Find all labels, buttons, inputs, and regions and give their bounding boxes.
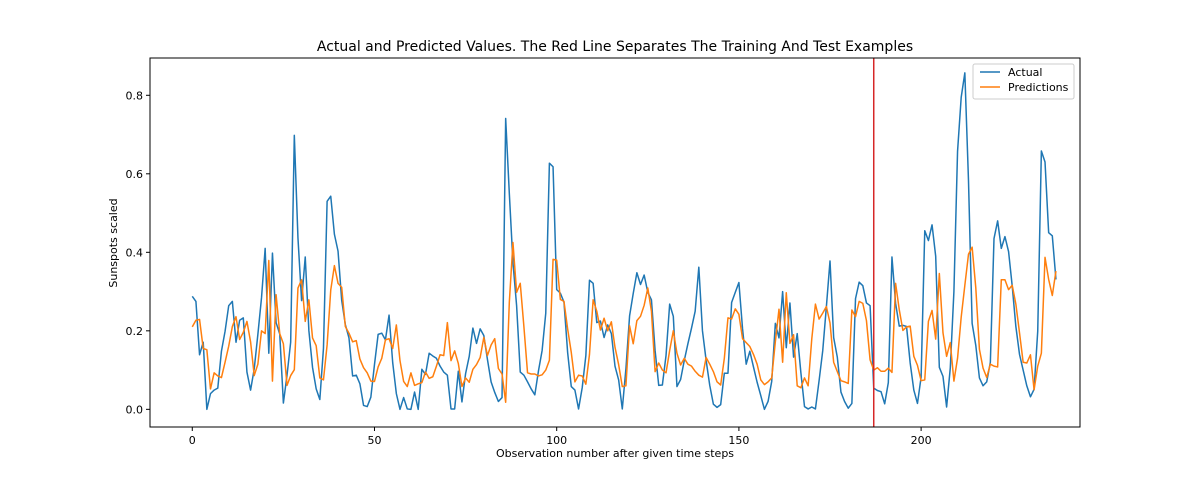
- x-tick-label: 150: [728, 434, 749, 447]
- x-axis: 0 50 100 150 200: [189, 427, 932, 447]
- plot-area: [149, 57, 1081, 428]
- y-axis: 0.0 0.2 0.4 0.6 0.8: [126, 89, 150, 416]
- series-line-actual: [191, 72, 1057, 411]
- x-tick-label: 200: [911, 434, 932, 447]
- legend-label-predictions: Predictions: [1008, 81, 1069, 94]
- y-tick-label: 0.6: [126, 168, 144, 181]
- series-line-predictions: [191, 241, 1057, 404]
- y-tick-label: 0.8: [126, 89, 144, 102]
- chart-title: Actual and Predicted Values. The Red Lin…: [317, 39, 913, 55]
- x-axis-label: Observation number after given time step…: [496, 447, 734, 460]
- y-tick-label: 0.4: [126, 246, 144, 259]
- plot-frame: [149, 57, 1081, 428]
- y-tick-label: 0.2: [126, 325, 144, 338]
- y-axis-label: Sunspots scaled: [107, 198, 120, 287]
- legend-label-actual: Actual: [1008, 66, 1042, 79]
- legend: Actual Predictions: [972, 63, 1075, 100]
- x-tick-label: 50: [367, 434, 381, 447]
- x-tick-label: 100: [546, 434, 567, 447]
- x-tick-label: 0: [189, 434, 196, 447]
- y-tick-label: 0.0: [126, 403, 144, 416]
